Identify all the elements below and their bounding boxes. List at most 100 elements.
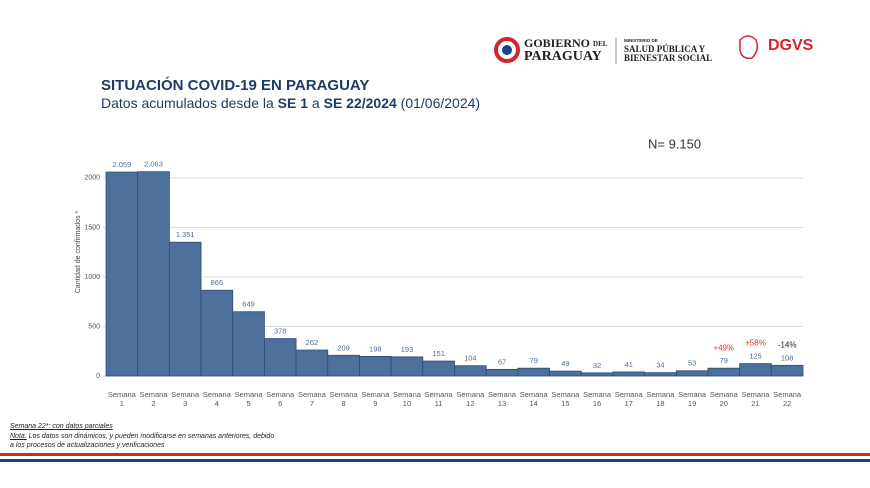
x-tick: Semana 17 <box>614 390 643 408</box>
y-tick-label: 1000 <box>84 274 100 281</box>
value-label: 104 <box>464 354 477 363</box>
gov-logo-center <box>502 45 512 55</box>
x-tick-label: Semana 20 <box>709 390 738 408</box>
value-label: 125 <box>749 352 762 361</box>
bar <box>770 364 804 377</box>
x-tick: Semana 10 <box>392 390 421 408</box>
bar <box>644 372 677 377</box>
x-tick-label: Semana 11 <box>424 390 453 408</box>
gov-del: DEL <box>593 40 608 48</box>
stripe-blue <box>0 459 870 462</box>
note-label: Nota: <box>10 432 27 440</box>
x-tick-label: Semana 21 <box>741 390 770 408</box>
ministry-line3: BIENESTAR SOCIAL <box>624 53 712 63</box>
bar <box>200 289 234 377</box>
value-label: 262 <box>306 338 319 347</box>
x-tick: Semana 3 <box>171 390 200 408</box>
x-tick-label: Semana 13 <box>488 390 516 408</box>
x-tick-label: Semana 22 <box>773 390 802 408</box>
x-tick: Semana 9 <box>361 390 390 408</box>
value-label: 193 <box>401 345 414 354</box>
value-label: 108 <box>781 353 794 362</box>
change-label: +58% <box>745 339 766 348</box>
value-label: 2.063 <box>144 160 163 169</box>
bar <box>675 370 709 377</box>
agency: DGVS <box>768 37 814 54</box>
change-label: +49% <box>713 343 734 352</box>
value-label: 34 <box>656 361 664 370</box>
total-label: N= 9.150 <box>648 136 701 151</box>
subtitle-part: Datos acumulados desde la <box>101 95 278 111</box>
value-label: 209 <box>337 343 350 352</box>
bar <box>168 241 202 377</box>
x-tick-label: Semana 1 <box>107 390 136 408</box>
note-text: Los datos son dinámicos, y pueden modifi… <box>10 432 275 450</box>
x-tick: Semana 6 <box>266 390 294 408</box>
bar <box>422 360 455 377</box>
x-tick: Semana 18 <box>646 390 675 408</box>
subtitle-part: (01/06/2024) <box>397 95 480 111</box>
bar <box>137 171 170 377</box>
x-tick: Semana 19 <box>678 390 707 408</box>
value-label: 53 <box>688 359 696 368</box>
x-tick: Semana 20 <box>709 390 738 408</box>
gov-line2: PARAGUAY <box>524 49 602 64</box>
x-tick-label: Semana 2 <box>139 390 168 408</box>
bar <box>327 354 360 377</box>
value-label: 1.351 <box>176 230 195 239</box>
bar <box>517 367 550 377</box>
x-tick-label: Semana 18 <box>646 390 675 408</box>
x-tick-label: Semana 19 <box>678 390 707 408</box>
x-tick: Semana 2 <box>139 390 168 408</box>
subtitle-part: a <box>308 95 324 111</box>
change-label: -14% <box>778 340 797 349</box>
gov-name: GOBIERNO DEL <box>524 36 608 50</box>
x-tick-label: Semana 9 <box>361 390 390 408</box>
bar <box>612 371 645 377</box>
footnotes: Semana 22*: con datos parciales Nota: Lo… <box>10 422 280 451</box>
bar <box>264 338 297 377</box>
value-label: 151 <box>432 349 445 358</box>
y-tick-label: 0 <box>96 373 100 380</box>
x-tick-label: Semana 12 <box>456 390 485 408</box>
chart-title: SITUACIÓN COVID-19 EN PARAGUAY <box>101 76 369 94</box>
footnote: Semana 22*: con datos parciales <box>10 423 113 430</box>
x-tick-label: Semana 15 <box>551 390 580 408</box>
y-axis-label: Cantidad de confirmados * <box>75 210 82 293</box>
bar <box>390 356 424 377</box>
value-label: 32 <box>593 361 601 370</box>
x-tick: Semana 5 <box>234 390 263 408</box>
value-label: 866 <box>211 278 224 287</box>
stripe-red <box>0 453 870 456</box>
x-tick: Semana 16 <box>583 390 611 408</box>
ministry-line2: SALUD PÚBLICA Y <box>624 44 706 54</box>
x-tick-label: Semana 8 <box>329 390 358 408</box>
bar <box>359 355 392 377</box>
bar <box>485 368 519 377</box>
gov-line1: GOBIERNO <box>524 36 590 50</box>
value-label: 198 <box>369 344 382 353</box>
bar <box>739 363 772 377</box>
x-tick-label: Semana 4 <box>202 390 231 408</box>
bar <box>580 372 614 377</box>
x-tick-label: Semana 3 <box>171 390 200 408</box>
bar <box>454 365 487 377</box>
x-tick: Semana 12 <box>456 390 485 408</box>
ministry-line1: MINISTERIO DE <box>624 38 658 43</box>
value-label: 67 <box>498 357 506 366</box>
x-tick: Semana 21 <box>741 390 770 408</box>
value-label: 2.059 <box>112 160 131 169</box>
x-tick-label: Semana 5 <box>234 390 263 408</box>
x-tick-label: Semana 17 <box>614 390 643 408</box>
value-label: 49 <box>561 359 569 368</box>
value-label: 378 <box>274 327 287 336</box>
bar <box>707 367 741 377</box>
x-tick: Semana 13 <box>488 390 516 408</box>
value-label: 79 <box>530 356 538 365</box>
value-label: 41 <box>625 360 633 369</box>
x-tick-label: Semana 10 <box>392 390 421 408</box>
y-tick-label: 1500 <box>84 224 100 231</box>
x-tick: Semana 4 <box>202 390 231 408</box>
